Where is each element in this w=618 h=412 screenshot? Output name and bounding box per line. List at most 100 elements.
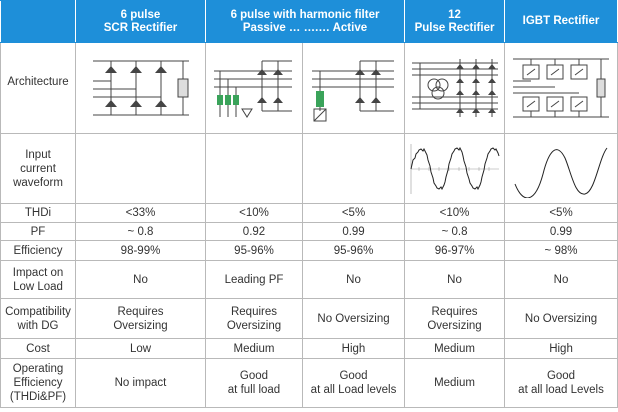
label-line: (THDi&PF) <box>9 391 67 403</box>
header-line: SCR Rectifier <box>103 21 178 34</box>
label-line: with DG <box>17 319 59 332</box>
row-label: PF <box>0 222 76 241</box>
row-pf: PF ~ 0.8 0.92 0.99 ~ 0.8 0.99 <box>0 222 618 241</box>
value-line: Oversizing <box>113 319 168 332</box>
value-line: Good <box>339 370 368 382</box>
value-cell: ~ 0.8 <box>75 222 206 241</box>
scr-rectifier-diagram-icon <box>92 60 189 116</box>
value-line: No impact <box>114 377 167 389</box>
label-line: Operating <box>12 363 64 375</box>
value-cell: <10% <box>404 203 506 223</box>
row-label: Input current waveform <box>0 133 76 204</box>
label-line: current <box>20 162 56 175</box>
passive-filter-diagram-icon <box>214 60 292 118</box>
value-line: Requires <box>230 305 278 318</box>
value-line: at all load Levels <box>518 384 604 396</box>
label-line: Impact on <box>12 266 64 279</box>
value-cell: <10% <box>205 203 303 223</box>
value-cell: <33% <box>75 203 206 223</box>
waveform-cell <box>75 133 206 204</box>
row-efficiency: Efficiency 98-99% 95-96% 95-96% 96-97% ~… <box>0 240 618 261</box>
value-cell: No <box>75 260 206 299</box>
header-igbt: IGBT Rectifier <box>504 0 618 43</box>
value-line: No Oversizing <box>317 312 390 325</box>
sine-waveform-icon <box>514 147 608 198</box>
header-line: Pulse Rectifier <box>414 21 495 34</box>
value-cell: <5% <box>301 203 406 223</box>
header-12-pulse: 12 Pulse Rectifier <box>404 0 506 43</box>
row-label: Architecture <box>0 42 76 134</box>
row-label: Cost <box>0 338 76 359</box>
igbt-diagram-icon <box>513 58 610 118</box>
value-cell: Good at all load Levels <box>504 358 618 408</box>
header-line: 6 pulse <box>120 8 161 21</box>
value-cell: Requires Oversizing <box>404 298 506 339</box>
header-line: Passive … ….… Active <box>242 21 368 34</box>
arch-cell <box>301 42 406 134</box>
value-cell: Good at all Load levels <box>301 358 406 408</box>
value-cell: Low <box>75 338 206 359</box>
waveform-cell <box>301 133 406 204</box>
value-cell: Requires Oversizing <box>75 298 206 339</box>
header-line: 6 pulse with harmonic filter <box>230 8 380 21</box>
label-line: Input <box>25 148 51 161</box>
value-line: Oversizing <box>427 319 482 332</box>
row-label: Impact on Low Load <box>0 260 76 299</box>
value-cell: No <box>504 260 618 299</box>
value-line: at full load <box>227 384 281 396</box>
header-line: 12 <box>448 8 461 21</box>
row-label: Efficiency <box>0 240 76 261</box>
value-cell: No Oversizing <box>301 298 406 339</box>
value-cell: Medium <box>404 358 506 408</box>
row-waveform: Input current waveform <box>0 133 618 204</box>
header-row: 6 pulse SCR Rectifier 6 pulse with harmo… <box>0 0 618 43</box>
value-cell: 96-97% <box>404 240 506 261</box>
header-line: IGBT Rectifier <box>522 15 600 27</box>
value-cell: ~ 0.8 <box>404 222 506 241</box>
header-corner <box>0 0 76 43</box>
row-cost: Cost Low Medium High Medium High <box>0 338 618 359</box>
row-impact: Impact on Low Load No Leading PF No No N… <box>0 260 618 299</box>
value-cell: Medium <box>404 338 506 359</box>
value-cell: Good at full load <box>205 358 303 408</box>
row-label: Compatibility with DG <box>0 298 76 339</box>
header-6-pulse-filter: 6 pulse with harmonic filter Passive … …… <box>204 0 406 43</box>
row-compat: Compatibility with DG Requires Oversizin… <box>0 298 618 339</box>
value-cell: 0.99 <box>301 222 406 241</box>
value-cell: No <box>404 260 506 299</box>
value-cell: No Oversizing <box>504 298 618 339</box>
arch-cell <box>205 42 303 134</box>
value-cell: Leading PF <box>205 260 303 299</box>
row-architecture: Architecture <box>0 42 618 134</box>
distorted-waveform-icon <box>410 143 499 194</box>
12-pulse-diagram-icon <box>411 59 498 117</box>
value-line: Oversizing <box>226 319 282 332</box>
value-line: Good <box>546 370 576 382</box>
value-cell: Requires Oversizing <box>205 298 303 339</box>
value-line: Medium <box>434 377 475 389</box>
row-label: Operating Efficiency (THDi&PF) <box>0 358 76 408</box>
row-label: THDi <box>0 203 76 223</box>
value-line: Good <box>239 370 269 382</box>
value-line: No Oversizing <box>524 312 598 325</box>
value-cell: 0.92 <box>205 222 303 241</box>
waveform-cell <box>504 133 618 204</box>
value-cell: 95-96% <box>205 240 303 261</box>
waveform-cell <box>404 133 506 204</box>
value-cell: High <box>301 338 406 359</box>
value-cell: No impact <box>75 358 206 408</box>
arch-cell <box>504 42 618 134</box>
value-cell: 95-96% <box>301 240 406 261</box>
value-cell: High <box>504 338 618 359</box>
active-filter-diagram-icon <box>311 60 394 122</box>
waveform-cell <box>205 133 303 204</box>
row-opeff: Operating Efficiency (THDi&PF) No impact… <box>0 358 618 408</box>
value-line: Requires <box>117 305 164 318</box>
arch-cell <box>404 42 506 134</box>
value-cell: <5% <box>504 203 618 223</box>
value-cell: Medium <box>205 338 303 359</box>
arch-cell <box>75 42 206 134</box>
value-cell: ~ 98% <box>504 240 618 261</box>
label-line: Efficiency <box>13 377 63 389</box>
